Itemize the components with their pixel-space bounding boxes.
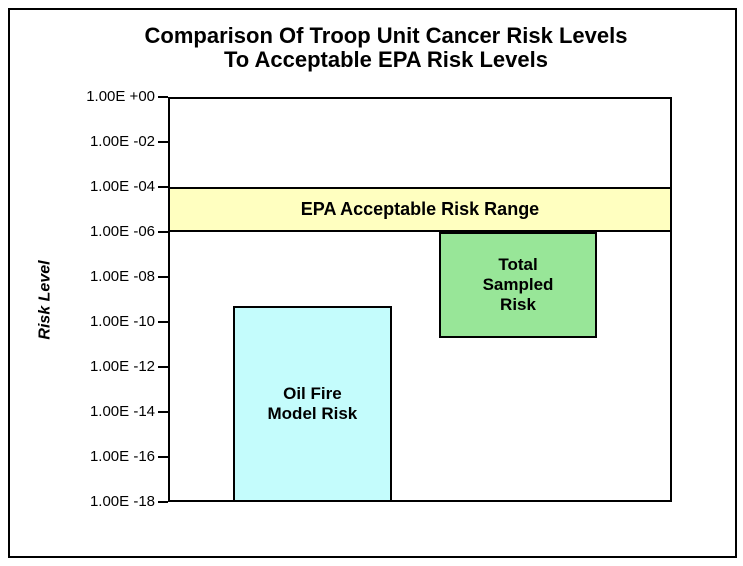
y-tick-mark-7	[158, 411, 168, 413]
bar-label-oil-fire-model-risk-line-0: Oil Fire	[283, 384, 342, 404]
y-tick-mark-5	[158, 321, 168, 323]
y-tick-label-8: 1.00E -16	[89, 448, 155, 465]
y-axis-title: Risk Level	[37, 259, 54, 340]
y-tick-label-9: 1.00E -18	[89, 493, 155, 510]
y-tick-mark-8	[158, 456, 168, 458]
bar-label-oil-fire-model-risk-line-1: Model Risk	[267, 404, 358, 424]
bar-label-total-sampled-risk-line-2: Risk	[500, 294, 536, 314]
chart-title-line-1: Comparison Of Troop Unit Cancer Risk Lev…	[144, 23, 628, 48]
bar-label-total-sampled-risk-line-1: Sampled	[482, 274, 554, 294]
band-label-epa-acceptable-risk-range: EPA Acceptable Risk Range	[300, 199, 540, 219]
y-tick-label-4: 1.00E -08	[89, 268, 155, 285]
chart-title-line-2: To Acceptable EPA Risk Levels	[223, 47, 548, 72]
y-tick-label-7: 1.00E -14	[89, 403, 155, 420]
y-tick-mark-0	[158, 96, 168, 98]
y-tick-label-1: 1.00E -02	[89, 133, 155, 150]
y-axis-title-wrap: Risk Level	[34, 97, 58, 502]
bar-total-sampled-risk: Total Sampled Risk	[439, 232, 597, 338]
y-tick-mark-4	[158, 276, 168, 278]
y-tick-label-3: 1.00E -06	[89, 223, 155, 240]
y-tick-mark-9	[158, 501, 168, 503]
y-tick-mark-1	[158, 141, 168, 143]
plot-area-border	[168, 97, 672, 502]
y-tick-mark-2	[158, 186, 168, 188]
y-tick-label-5: 1.00E -10	[89, 313, 155, 330]
y-tick-label-6: 1.00E -12	[89, 358, 155, 375]
y-tick-label-2: 1.00E -04	[89, 178, 155, 195]
chart-title: Comparison Of Troop Unit Cancer Risk Lev…	[30, 24, 742, 72]
y-tick-mark-6	[158, 366, 168, 368]
y-tick-label-0: 1.00E +00	[86, 88, 155, 105]
bar-label-total-sampled-risk-line-0: Total	[498, 254, 538, 274]
band-epa-acceptable-risk-range: EPA Acceptable Risk Range	[168, 187, 672, 232]
y-tick-mark-3	[158, 231, 168, 233]
